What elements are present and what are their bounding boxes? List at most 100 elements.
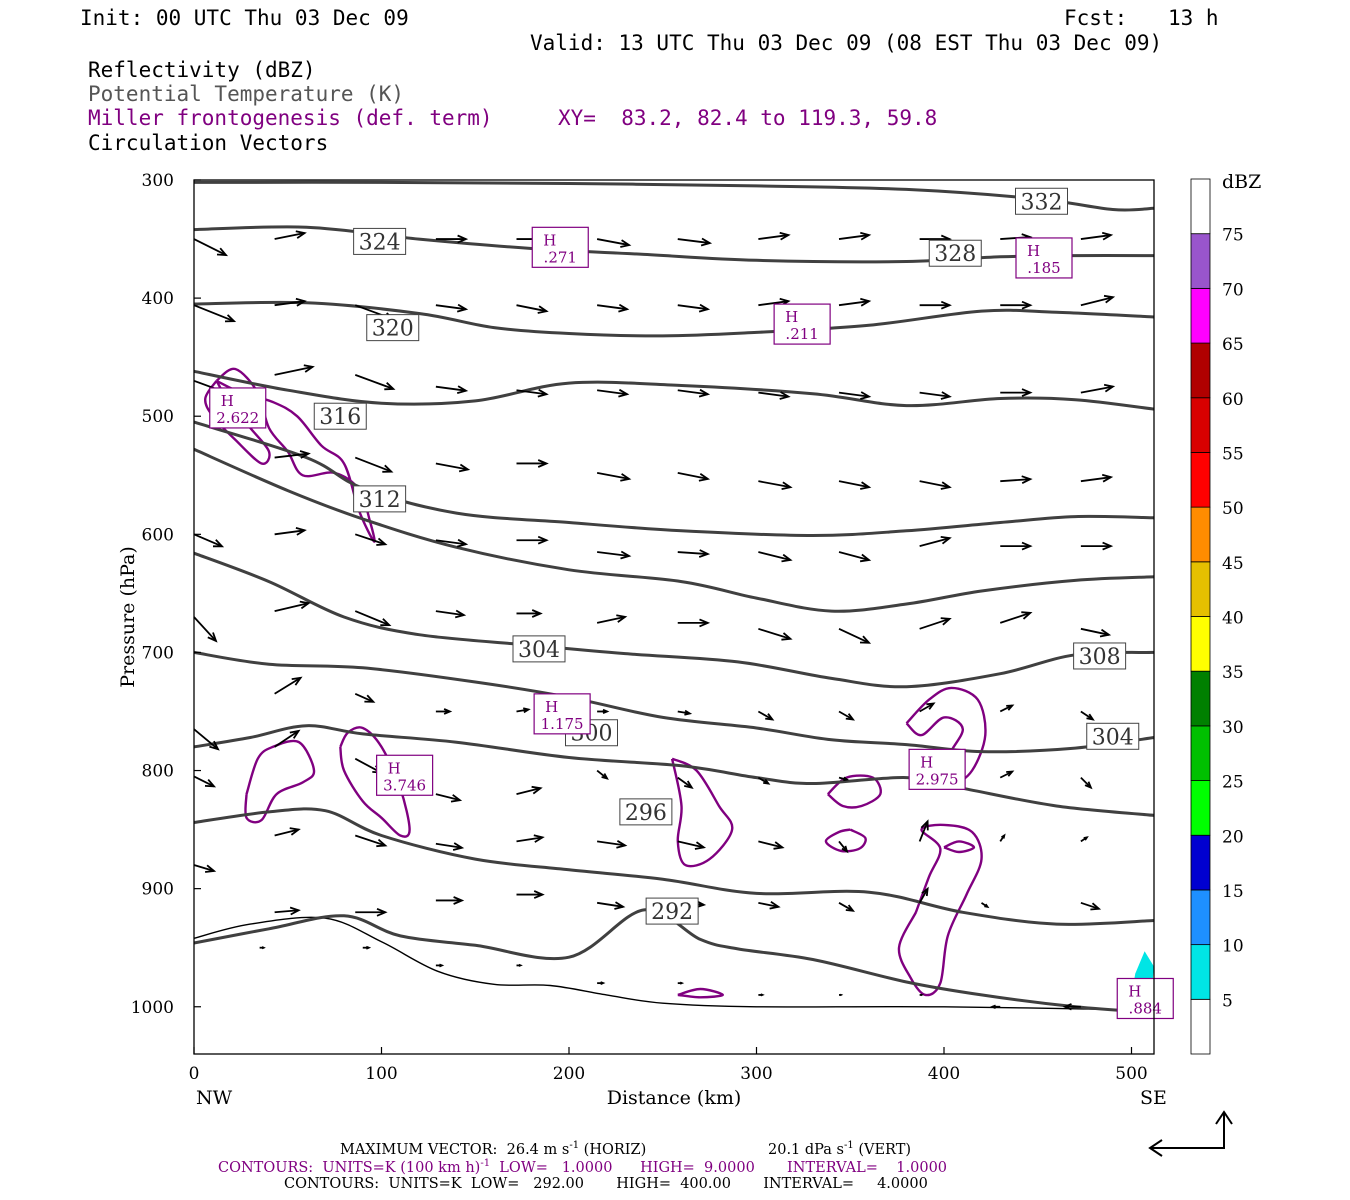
frontogenesis-max-marker: H [1027, 242, 1040, 260]
frontogenesis-contour [244, 739, 316, 824]
colorbar-label: 75 [1222, 226, 1244, 246]
contour-label-box [313, 402, 367, 430]
circulation-vector-head [289, 906, 301, 916]
frontogenesis-max-value: .211 [785, 325, 818, 343]
circulation-vector-head [845, 713, 856, 721]
y-axis-title: Pressure (hPa) [117, 546, 139, 688]
circulation-vector [354, 533, 386, 546]
frontogenesis-contour [339, 726, 411, 838]
circulation-vector [597, 551, 630, 557]
circulation-vector [354, 610, 390, 626]
circulation-vector [516, 389, 547, 396]
circulation-vectors [193, 230, 1116, 1011]
colorbar-label: 35 [1222, 663, 1244, 683]
circulation-vector [516, 836, 543, 843]
circulation-vector [677, 776, 693, 789]
circulation-vector [677, 304, 708, 311]
circulation-vector-head [700, 237, 713, 247]
circulation-vector [274, 300, 305, 307]
circulation-vector-head [684, 709, 693, 716]
circulation-vector [677, 238, 710, 244]
circulation-vector-head [616, 840, 628, 849]
circulation-vector-head [859, 635, 872, 644]
circulation-vector-head [531, 785, 543, 795]
circulation-vector-head [614, 901, 626, 910]
circulation-vector-head [1101, 473, 1114, 483]
circulation-vector-head [940, 300, 952, 310]
circulation-vector [354, 456, 392, 473]
circulation-vector-head [1021, 475, 1033, 485]
circulation-vector-head [1021, 611, 1033, 620]
circulation-vector-head [261, 946, 266, 950]
circulation-vector-head [845, 904, 856, 912]
frontogenesis-max-box [908, 748, 966, 790]
x-tick-label: 100 [365, 1064, 397, 1084]
circulation-vector-head [522, 707, 531, 714]
circulation-vector-head [1090, 902, 1102, 911]
circulation-vector [1080, 901, 1100, 910]
circulation-vector [838, 300, 870, 307]
circulation-vector-head [940, 617, 952, 626]
circulation-vector-head [781, 553, 793, 563]
y-tick-label: 500 [142, 407, 174, 427]
circulation-vector-head [765, 713, 775, 721]
circulation-vector-head [1103, 294, 1116, 304]
circulation-vector-head [295, 230, 307, 239]
circulation-vector-head [779, 231, 791, 241]
contour-label-box [928, 239, 982, 267]
circulation-vector-head [1001, 833, 1006, 839]
colorbar-swatch [1190, 452, 1211, 508]
circulation-vector-head [618, 388, 630, 398]
circulation-vector [596, 901, 624, 908]
circulation-vector-head [299, 600, 311, 610]
circulation-vector [919, 480, 950, 489]
init-time: Init: 00 UTC Thu 03 Dec 09 [80, 6, 409, 30]
forecast-hour: 13 h [1168, 6, 1219, 30]
circulation-vector [758, 391, 789, 398]
colorbar-label: 60 [1222, 390, 1244, 410]
circulation-vector [354, 834, 386, 847]
circulation-vector-head [926, 702, 936, 710]
circulation-vector-head [1086, 713, 1095, 721]
circulation-vector [838, 551, 870, 561]
contour-label-316: 316 [319, 405, 361, 430]
circulation-vector [758, 300, 789, 307]
circulation-vector-head [295, 297, 307, 307]
frontogenesis-max-marker: H [388, 759, 401, 777]
frontogenesis-max-value: .271 [544, 248, 577, 266]
y-tick-label: 900 [142, 880, 174, 900]
circulation-vector [274, 365, 313, 376]
colorbar: 5 10 15 20 25 30 35 40 45 50 55 60 65 70 75 [1190, 178, 1244, 1055]
colorbar-label: 45 [1222, 554, 1244, 574]
frontogenesis-max-marker: H [785, 308, 798, 326]
axes: 0 100 200 300 400 500 300 400 500 600 700 800 900 100… [131, 171, 1148, 1084]
circulation-vector [435, 610, 465, 616]
circulation-vector [919, 617, 950, 630]
contour-label-box [645, 897, 699, 925]
frontogenesis-max-value: 1.175 [541, 715, 584, 733]
circulation-vector [435, 793, 461, 802]
field-miller-frontogenesis: Miller frontogenesis (def. term) [88, 106, 493, 130]
circulation-vector-head [1103, 383, 1116, 393]
theta-contours [193, 180, 1155, 1015]
contour-label-304: 304 [518, 638, 560, 663]
colorbar-label: 5 [1222, 991, 1233, 1011]
circulation-vector-head [216, 247, 229, 257]
circulation-vector [596, 840, 626, 847]
circulation-vector [838, 627, 870, 644]
circulation-vector-head [859, 553, 872, 563]
circulation-vector-head [781, 632, 793, 641]
frontogenesis-max-box [531, 226, 589, 268]
circulation-vector [758, 627, 791, 640]
circulation-vector-head [698, 303, 711, 313]
frontogenesis-max-value: .185 [1027, 259, 1060, 277]
circulation-vector-head [841, 845, 849, 854]
y-tick-label: 1000 [131, 998, 174, 1018]
cross-section-endpoints: XY= 83.2, 82.4 to 119.3, 59.8 [558, 106, 938, 130]
circulation-vector-head [698, 549, 711, 558]
circulation-vector [597, 389, 628, 396]
circulation-vector [274, 602, 309, 612]
frontogenesis-contour [670, 757, 734, 868]
colorbar-label: 65 [1222, 335, 1244, 355]
contour-label-box [512, 635, 566, 663]
